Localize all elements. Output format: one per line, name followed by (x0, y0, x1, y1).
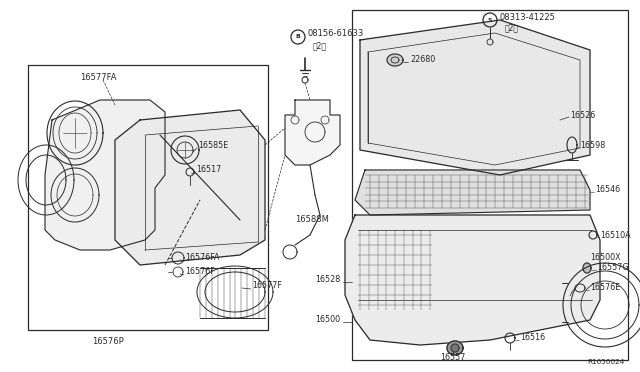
Text: 16577F: 16577F (252, 280, 282, 289)
Polygon shape (285, 100, 340, 165)
Text: 16526: 16526 (570, 110, 595, 119)
Text: S: S (488, 17, 492, 22)
Text: 16517: 16517 (196, 166, 221, 174)
Bar (352, 10, 628, 360)
Text: 16598: 16598 (580, 141, 605, 150)
Text: 16557G: 16557G (597, 263, 628, 273)
Polygon shape (583, 263, 591, 273)
Text: 16576FA: 16576FA (185, 253, 220, 263)
Polygon shape (355, 170, 590, 215)
Text: R1650024: R1650024 (588, 359, 625, 365)
Text: 22680: 22680 (410, 55, 435, 64)
Polygon shape (115, 110, 265, 265)
Polygon shape (45, 100, 165, 250)
Text: 08156-61633: 08156-61633 (308, 29, 364, 38)
Text: B: B (296, 35, 300, 39)
Text: 16577FA: 16577FA (80, 73, 116, 81)
Polygon shape (360, 20, 590, 175)
Text: 16557: 16557 (440, 353, 466, 362)
Text: （2）: （2） (505, 23, 519, 32)
Text: 16500: 16500 (315, 315, 340, 324)
Text: 16576P: 16576P (92, 337, 124, 346)
Polygon shape (387, 54, 403, 66)
Text: 16576E: 16576E (590, 283, 620, 292)
Text: （2）: （2） (313, 42, 327, 51)
Text: 16500X: 16500X (589, 253, 620, 263)
Text: 16588M: 16588M (295, 215, 329, 224)
Text: 08313-41225: 08313-41225 (500, 13, 556, 22)
Text: 16576F: 16576F (185, 267, 215, 276)
Text: 16528: 16528 (315, 276, 340, 285)
Text: 16585E: 16585E (198, 141, 228, 150)
Polygon shape (451, 344, 459, 352)
Polygon shape (345, 215, 600, 345)
Bar (28, 65, 268, 330)
Text: 16546: 16546 (595, 186, 620, 195)
Polygon shape (447, 341, 463, 355)
Text: 16516: 16516 (520, 334, 545, 343)
Text: 16510A: 16510A (600, 231, 630, 240)
